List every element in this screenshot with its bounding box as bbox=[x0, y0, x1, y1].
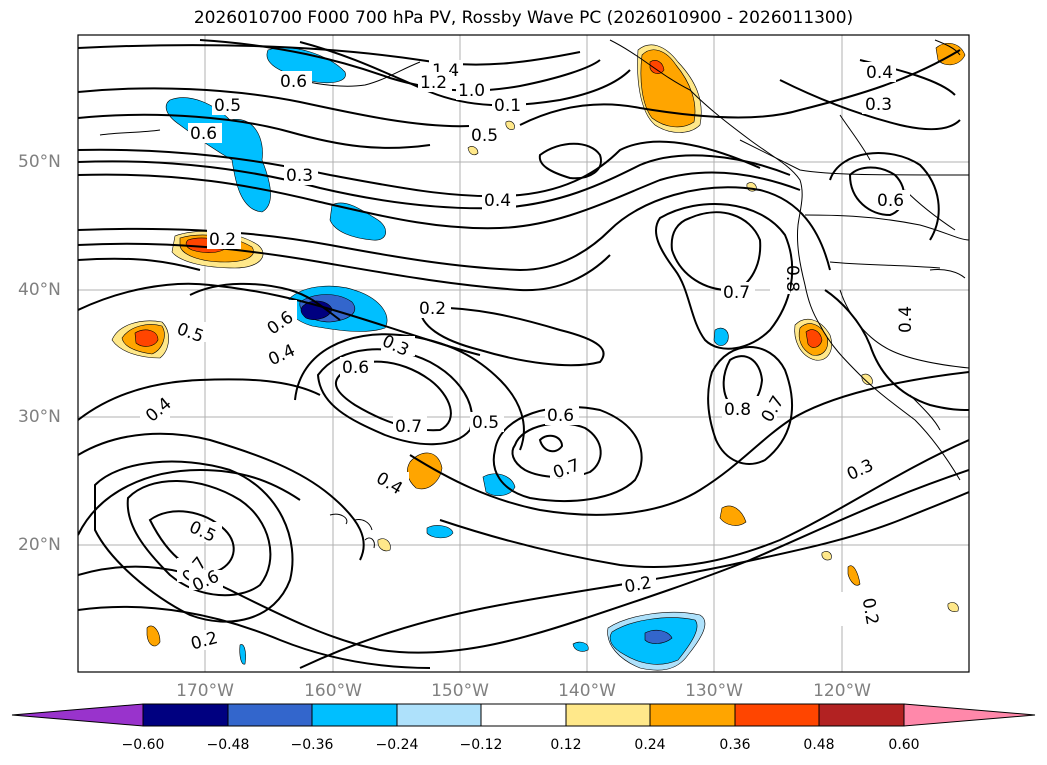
colorbar bbox=[11, 703, 1036, 727]
contour-label: 0.5 bbox=[214, 96, 241, 116]
colorbar-bin bbox=[734, 703, 820, 727]
colorbar-tick-label: −0.60 bbox=[121, 737, 165, 753]
coastlines bbox=[99, 39, 969, 549]
contour-label: 0.6 bbox=[280, 72, 307, 92]
anomaly-positive bbox=[467, 146, 479, 156]
colorbar-tick-label: −0.24 bbox=[375, 737, 419, 753]
anomaly-positive bbox=[719, 505, 747, 526]
colorbar-tick-label: 0.60 bbox=[888, 737, 920, 753]
lat-label-50n: 50°N bbox=[18, 152, 61, 172]
contour-label: 0.2 bbox=[858, 596, 882, 626]
lon-label-150w: 150°W bbox=[431, 681, 489, 701]
anomaly-positive bbox=[821, 551, 832, 561]
colorbar-tick-label: 0.36 bbox=[719, 737, 751, 753]
anomaly-negative bbox=[572, 641, 589, 652]
colorbar-bin bbox=[565, 703, 651, 727]
lat-label-40n: 40°N bbox=[18, 280, 61, 300]
contour-label: 0.1 bbox=[494, 96, 521, 116]
contour-label: 0.2 bbox=[419, 299, 446, 319]
colorbar-tick-label: −0.12 bbox=[459, 737, 503, 753]
anomaly-positive bbox=[146, 625, 161, 647]
colorbar-tick-label: 0.12 bbox=[550, 737, 582, 753]
contour-label: 0.6 bbox=[342, 358, 369, 378]
contour-label: 0.5 bbox=[471, 126, 498, 146]
lon-label-120w: 120°W bbox=[813, 681, 871, 701]
contour-label: 0.4 bbox=[484, 191, 511, 211]
lon-label-130w: 130°W bbox=[685, 681, 743, 701]
colorbar-tick-label: −0.36 bbox=[290, 737, 334, 753]
contour-label: 0.4 bbox=[866, 63, 893, 83]
contour-label: 1.0 bbox=[458, 81, 485, 101]
lat-label-20n: 20°N bbox=[18, 535, 61, 555]
anomaly-positive bbox=[505, 120, 515, 130]
lon-label-160w: 160°W bbox=[304, 681, 362, 701]
contour-label: 0.7 bbox=[395, 417, 422, 437]
colorbar-bin bbox=[227, 703, 313, 727]
anomaly-negative-strong bbox=[644, 629, 673, 644]
lat-label-30n: 30°N bbox=[18, 407, 61, 427]
contour-label: 0.2 bbox=[623, 573, 653, 597]
contour-label: 0.4 bbox=[896, 306, 916, 333]
anomaly-positive-strong bbox=[649, 60, 665, 74]
contour-label: 0.6 bbox=[877, 191, 904, 211]
anomaly-positive-strong bbox=[805, 329, 823, 348]
anomaly-negative bbox=[482, 473, 516, 496]
lon-label-170w: 170°W bbox=[176, 681, 234, 701]
colorbar-bin bbox=[649, 703, 736, 727]
colorbar-tick-label: −0.48 bbox=[206, 737, 250, 753]
anomaly-positive bbox=[377, 538, 391, 552]
colorbar-bin bbox=[818, 703, 905, 727]
map-title: 2026010700 F000 700 hPa PV, Rossby Wave … bbox=[193, 8, 854, 28]
contour-label: 0.7 bbox=[723, 283, 750, 303]
colorbar-tick-label: 0.24 bbox=[634, 737, 666, 753]
anomaly-negative bbox=[239, 644, 246, 665]
anomaly-positive bbox=[847, 565, 861, 586]
contour-label: 0.6 bbox=[190, 124, 217, 144]
contour-label: 0.8 bbox=[724, 400, 751, 420]
colorbar-extend-low bbox=[11, 703, 144, 727]
anomaly-positive bbox=[861, 373, 873, 385]
colorbar-bin bbox=[480, 703, 567, 727]
anomaly-negative bbox=[426, 525, 454, 539]
anomaly-negative bbox=[329, 202, 386, 241]
colorbar-bin bbox=[311, 703, 398, 727]
contour-label: 0.5 bbox=[472, 413, 499, 433]
anomaly-negative-max bbox=[300, 300, 333, 320]
contour-label: 0.6 bbox=[547, 406, 574, 426]
lon-label-140w: 140°W bbox=[558, 681, 616, 701]
colorbar-bin bbox=[396, 703, 482, 727]
anomaly-positive-strong bbox=[134, 329, 159, 347]
colorbar-tick-label: 0.48 bbox=[803, 737, 835, 753]
contour-label: 0.8 bbox=[782, 265, 802, 292]
contour-label: 1.2 bbox=[420, 73, 447, 93]
colorbar-bin bbox=[142, 703, 229, 727]
anomaly-negative bbox=[713, 327, 729, 346]
anomaly-negative bbox=[266, 47, 346, 84]
contour-label: 0.3 bbox=[865, 95, 892, 115]
contour-label: 0.3 bbox=[286, 166, 313, 186]
plot-frame bbox=[77, 34, 970, 673]
anomaly-positive bbox=[947, 602, 959, 612]
contour-label: 0.2 bbox=[209, 230, 236, 250]
colorbar-extend-high bbox=[903, 703, 1036, 727]
